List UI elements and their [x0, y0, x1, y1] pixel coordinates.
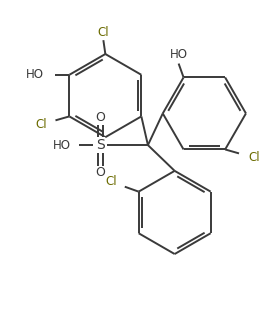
Text: HO: HO — [25, 68, 44, 81]
Text: S: S — [96, 138, 105, 152]
Text: O: O — [95, 111, 105, 124]
Text: Cl: Cl — [248, 151, 260, 164]
Text: Cl: Cl — [105, 175, 117, 188]
Text: HO: HO — [53, 139, 71, 151]
Text: HO: HO — [170, 48, 188, 61]
Text: O: O — [95, 166, 105, 179]
Text: Cl: Cl — [35, 118, 46, 131]
Text: Cl: Cl — [97, 26, 109, 39]
